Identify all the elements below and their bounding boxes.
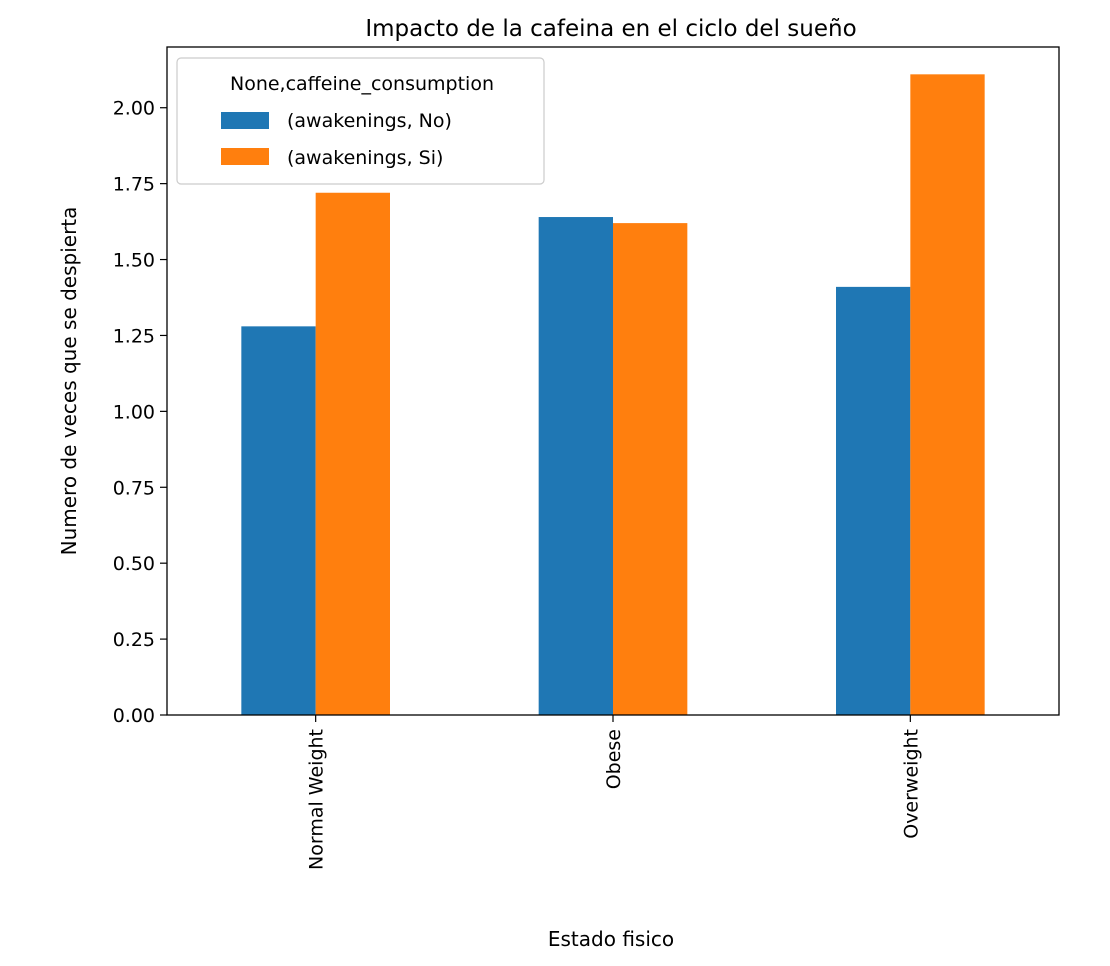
y-tick-label: 0.50 [113,553,155,575]
y-tick-label: 0.25 [113,629,155,651]
legend-swatch-si [221,148,269,165]
bar-si-2 [910,74,985,715]
y-axis: 0.00 0.25 0.50 0.75 1.00 1.25 1.50 1.75 2.00 [113,98,167,727]
bar-si-1 [613,223,688,716]
y-tick-label: 1.75 [113,174,155,196]
bar-no-0 [241,326,316,715]
x-tick-label: Overweight [900,729,922,839]
plot-frame [166,46,1060,716]
y-tick-label: 0.00 [113,705,155,727]
bar-no-1 [538,217,613,715]
legend-label-no: (awakenings, No) [287,110,452,132]
legend: None,caffeine_consumption (awakenings, N… [176,57,545,185]
y-tick-label: 1.25 [113,325,155,347]
x-tick-label: Normal Weight [306,729,328,870]
legend-label-si: (awakenings, Si) [287,147,443,169]
x-tick-label: Obese [603,729,625,789]
y-tick-label: 1.00 [113,401,155,423]
y-tick-label: 0.75 [113,477,155,499]
legend-swatch-no [221,112,269,129]
y-axis-title: Numero de veces que se despierta [57,207,81,556]
chart-title: Impacto de la cafeina en el ciclo del su… [365,16,856,42]
x-axis-title: Estado fisico [548,927,674,951]
bars-group [241,74,985,716]
y-tick-label: 1.50 [113,250,155,272]
y-tick-label: 2.00 [113,98,155,120]
bar-no-2 [836,286,911,715]
bar-si-0 [315,192,390,715]
legend-title: None,caffeine_consumption [230,73,494,95]
x-axis: Normal Weight Obese Overweight [306,715,922,870]
